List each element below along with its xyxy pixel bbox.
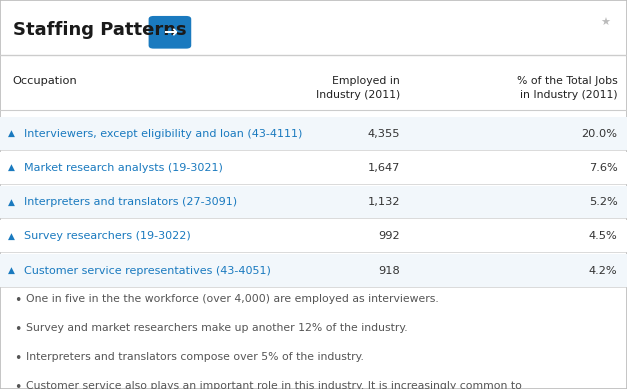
Text: Market research analysts (19-3021): Market research analysts (19-3021) — [24, 163, 223, 173]
Text: •: • — [14, 352, 21, 365]
FancyBboxPatch shape — [0, 254, 627, 287]
Text: ▲: ▲ — [8, 129, 15, 138]
Text: •: • — [14, 294, 21, 307]
Text: Occupation: Occupation — [13, 76, 77, 86]
Text: Customer service representatives (43-4051): Customer service representatives (43-405… — [24, 266, 271, 275]
Text: 918: 918 — [378, 266, 400, 275]
Text: Survey researchers (19-3022): Survey researchers (19-3022) — [24, 231, 191, 241]
Text: •: • — [14, 381, 21, 389]
FancyBboxPatch shape — [0, 152, 627, 184]
Text: 1,647: 1,647 — [367, 163, 400, 173]
Text: Interpreters and translators (27-3091): Interpreters and translators (27-3091) — [24, 197, 237, 207]
Text: 5.2%: 5.2% — [589, 197, 618, 207]
Text: 7.6%: 7.6% — [589, 163, 618, 173]
FancyBboxPatch shape — [0, 117, 627, 150]
Text: ▲: ▲ — [8, 163, 15, 172]
Text: Employed in
Industry (2011): Employed in Industry (2011) — [316, 76, 400, 100]
Text: Staffing Patterns: Staffing Patterns — [13, 21, 186, 39]
Text: 4,355: 4,355 — [367, 129, 400, 138]
Text: % of the Total Jobs
in Industry (2011): % of the Total Jobs in Industry (2011) — [517, 76, 618, 100]
Text: →: → — [163, 23, 177, 41]
Text: Survey and market researchers make up another 12% of the industry.: Survey and market researchers make up an… — [26, 323, 408, 333]
Text: ▲: ▲ — [8, 232, 15, 241]
Text: •: • — [14, 323, 21, 336]
FancyBboxPatch shape — [0, 186, 627, 218]
Text: 4.5%: 4.5% — [589, 231, 618, 241]
Text: Interviewers, except eligibility and loan (43-4111): Interviewers, except eligibility and loa… — [24, 129, 302, 138]
Text: 4.2%: 4.2% — [589, 266, 618, 275]
Text: 992: 992 — [379, 231, 400, 241]
Text: 1,132: 1,132 — [367, 197, 400, 207]
FancyBboxPatch shape — [149, 16, 191, 49]
Text: Interpreters and translators compose over 5% of the industry.: Interpreters and translators compose ove… — [26, 352, 364, 362]
Text: Customer service also plays an important role in this industry. It is increasing: Customer service also plays an important… — [26, 381, 522, 389]
Text: 20.0%: 20.0% — [582, 129, 618, 138]
FancyBboxPatch shape — [0, 220, 627, 252]
Text: One in five in the the workforce (over 4,000) are employed as interviewers.: One in five in the the workforce (over 4… — [26, 294, 439, 304]
Text: ▲: ▲ — [8, 266, 15, 275]
Text: ▲: ▲ — [8, 198, 15, 207]
Text: ★: ★ — [601, 18, 611, 28]
